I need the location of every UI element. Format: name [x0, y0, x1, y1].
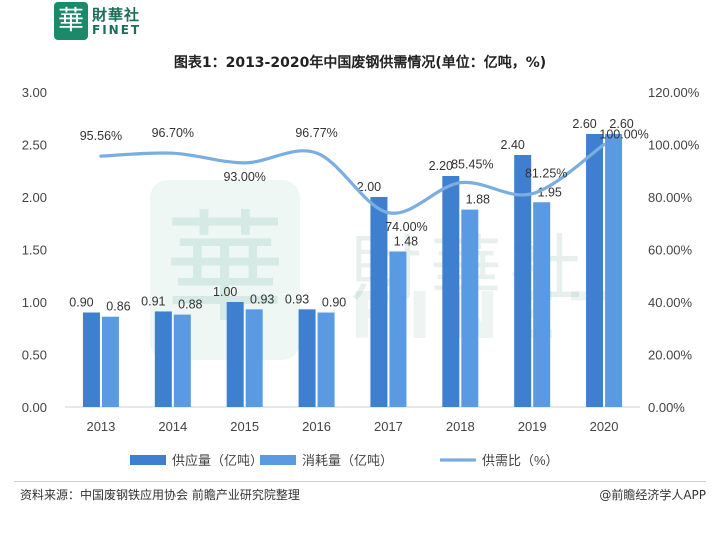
line-data-label: 95.56% [80, 129, 122, 143]
bar-data-label: 2.00 [357, 180, 381, 194]
line-data-label: 74.00% [385, 220, 427, 234]
bar [461, 209, 479, 407]
line-data-label: 85.45% [451, 158, 493, 172]
line-data-label: 93.00% [223, 170, 265, 184]
x-tick-label: 2016 [302, 419, 331, 434]
bar-data-label: 0.88 [178, 298, 202, 312]
brand-name-cn: 財華社 [92, 6, 141, 24]
bar [514, 155, 532, 407]
x-tick-label: 2014 [158, 419, 187, 434]
legend-label: 供应量（亿吨） [172, 453, 263, 468]
line-data-label: 96.70% [152, 126, 194, 140]
y-right-tick-label: 80.00% [648, 190, 693, 205]
bar-data-label: 0.90 [322, 296, 346, 310]
y-left-tick-label: 2.50 [22, 138, 47, 153]
footer-divider [14, 481, 706, 482]
line-data-label: 96.77% [295, 126, 337, 140]
series-line-supply-demand-ratio [99, 142, 606, 215]
bar-data-label: 2.40 [501, 138, 525, 152]
y-right-tick-label: 40.00% [648, 295, 693, 310]
bar [317, 312, 335, 407]
y-left-tick-label: 1.00 [22, 295, 47, 310]
legend-swatch [260, 455, 296, 465]
bar [586, 134, 604, 407]
x-tick-label: 2020 [590, 419, 619, 434]
x-tick-label: 2018 [446, 419, 475, 434]
bar-data-label: 0.93 [250, 292, 274, 306]
chart-title: 图表1：2013-2020年中国废钢供需情况(单位：亿吨，%) [173, 55, 547, 71]
x-tick-label: 2019 [518, 419, 547, 434]
y-right-tick-label: 100.00% [648, 138, 700, 153]
bar [370, 197, 388, 407]
bar-data-label: 0.91 [141, 294, 165, 308]
y-right-tick-label: 0.00% [648, 400, 685, 415]
brand-seal: 華 [54, 2, 88, 40]
bar-data-label: 0.86 [106, 300, 130, 314]
y-right-tick-label: 60.00% [648, 243, 693, 258]
bar-data-label: 1.48 [394, 235, 418, 249]
x-tick-label: 2015 [230, 419, 259, 434]
legend-label: 消耗量（亿吨） [302, 453, 393, 468]
bar-data-label: 2.60 [609, 117, 633, 131]
bar-data-label: 2.20 [429, 159, 453, 173]
legend-label: 供需比（%） [482, 453, 559, 468]
bar [245, 309, 263, 407]
y-left-tick-label: 2.00 [22, 190, 47, 205]
bar-data-label: 0.90 [69, 296, 93, 310]
y-left-tick-label: 0.50 [22, 348, 47, 363]
source-note: 资料来源：中国废钢铁应用协会 前瞻产业研究院整理 [20, 488, 300, 502]
y-left-tick-label: 1.50 [22, 243, 47, 258]
brand-name-en: FINET [92, 23, 142, 37]
bar [226, 302, 244, 407]
legend-swatch [130, 455, 166, 465]
bar [298, 309, 316, 407]
bar [173, 314, 191, 407]
chart-canvas: 0.00 0.50 1.00 1.50 2.00 2.50 3.00 0.00% 20.00% 4… [22, 85, 700, 468]
bar [533, 202, 551, 407]
x-tick-label: 2017 [374, 419, 403, 434]
y-right-tick-label: 20.00% [648, 348, 693, 363]
bar [605, 134, 623, 407]
bar [389, 251, 407, 407]
line-data-label: 81.25% [525, 167, 567, 181]
bar [101, 316, 119, 407]
bar [154, 311, 172, 407]
y-left-tick-label: 3.00 [22, 85, 47, 100]
credit-note: @前瞻经济学人APP [599, 488, 706, 502]
bar [82, 312, 100, 407]
bar-data-label: 1.88 [466, 193, 490, 207]
line-data-label: 100.00% [599, 128, 648, 142]
bar-data-label: 2.60 [572, 117, 596, 131]
x-tick-label: 2013 [86, 419, 115, 434]
bar [442, 176, 460, 407]
bar-data-label: 0.93 [285, 292, 309, 306]
y-left-tick-label: 0.00 [22, 400, 47, 415]
bar-data-label: 1.00 [213, 285, 237, 299]
y-right-tick-label: 120.00% [648, 85, 700, 100]
brand-logo: 華 財華社 FINET [54, 0, 154, 42]
